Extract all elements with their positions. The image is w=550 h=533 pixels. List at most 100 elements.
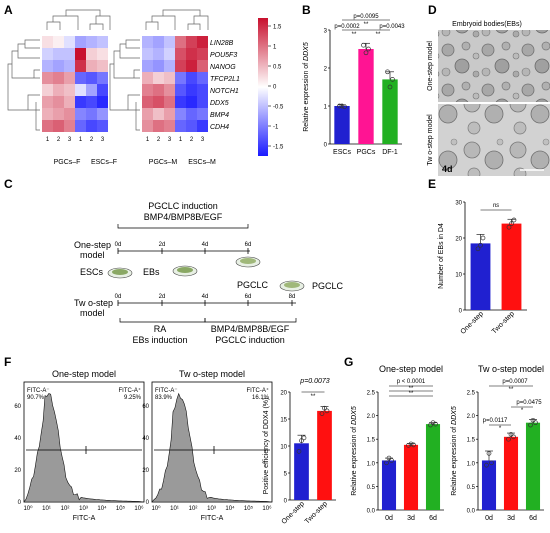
flow-x-tick: 10¹ [170,506,179,512]
x-tick-label: One-step [460,310,485,335]
p-value: p=0.0117 [483,418,508,424]
day-label: 4d [202,294,209,300]
heatmap-cell [175,108,186,120]
panel-d-model1: One-step model [427,41,434,91]
data-point [386,455,392,461]
bar [382,79,398,144]
gate-left-label: FITC-A⁻ [27,388,50,394]
y-tick-label: 10 [455,273,462,279]
gate-left-value: 83.9% [155,395,173,401]
heatmap-cell [42,84,53,96]
chart-b: 0 1 2 3 ESCs PGCs DF-1 Relative expression of D… [303,14,405,156]
flow-x-tick: 10⁰ [23,505,33,512]
top-factors: BMP4/BMP8B/EGF [144,212,223,222]
ebs-label: EBs [143,267,160,277]
colorbar-tick-label: 1 [273,45,277,51]
heatmap-cell [142,84,153,96]
heatmap-cell [197,108,208,120]
gate-right-label: FITC-A⁺ [247,387,270,394]
data-point [486,451,492,456]
bar [317,410,332,500]
panel-letter-f: F [4,355,11,369]
heatmap-cell [164,72,175,84]
y-tick-label: 0 [324,143,328,149]
data-point [489,460,494,466]
heatmap-cell [53,84,64,96]
colorbar-tick-label: -1.5 [273,145,284,151]
gene-label: NANOG [210,64,236,71]
heatmap-cell [142,120,153,132]
flow-y-tick: 0 [18,500,22,506]
y-axis-label: Positive efficiency of DDX4 (%) [263,398,270,495]
heatmap-cell [86,72,97,84]
y-axis-label-gene: DDX5 [451,406,458,425]
ebs-induction: EBs induction [132,335,187,345]
y-tick-label: 1.5 [367,438,376,444]
heatmap-cell [53,60,64,72]
heatmap-cell [153,120,164,132]
gene-label: CDH4 [210,124,229,131]
flow-x-tick: 10² [61,506,70,512]
heatmap-cell [97,120,108,132]
gene-label: BMP4 [210,112,229,119]
heatmap-cell [75,48,86,60]
flow-y-tick: 0 [146,500,150,506]
x-tick-label: 6d [429,515,437,522]
heatmap-cell [153,72,164,84]
flow-histogram-one-step: One-step model FITC-A⁻90.7% FITC-A⁺9.25% 0 2… [14,369,145,522]
flow-x-label: FITC-A [73,515,96,522]
y-tick-label: 1 [324,105,328,111]
gate-right-value: 9.25% [124,395,142,401]
colorbar-tick-label: 0.5 [273,65,282,71]
sig-stars: ** [509,387,514,393]
day-label: 6d [245,294,252,300]
p-value: p=0.0002 [334,24,360,30]
day-label: 8d [289,294,296,300]
heatmap-cell [186,96,197,108]
heatmap-cell [64,108,75,120]
sig-stars: ** [409,386,414,392]
heatmap-cell [97,48,108,60]
heatmap-col-label: 1 [146,137,150,143]
heatmap-left-group-1: PGCs–F [54,159,81,166]
flow-x-tick: 10⁴ [97,505,107,512]
flow-x-tick: 10³ [79,506,88,512]
y-tick-label: 3 [324,29,328,35]
flow-x-tick: 10⁶ [134,505,144,512]
panel-letter-a: A [4,3,13,17]
data-point [511,217,517,223]
panel-d-model2: Tw o-step model [427,114,434,166]
y-tick-label: 20 [280,391,287,397]
heatmap-col-label: 3 [101,137,105,143]
heatmap-col-label: 1 [79,137,83,143]
model2-label: Tw o-step [74,298,113,308]
heatmap-cell [175,36,186,48]
flow-y-tick: 20 [142,468,149,474]
flow-x-label: FITC-A [201,515,224,522]
flow-x-tick: 10⁶ [262,505,272,512]
panel-letter-d: D [428,3,437,17]
chart-g-left: 0.0 0.5 1.0 1.5 2.0 2.5 0d 3d 6d Relative express… [351,364,444,522]
heatmap-cell [75,108,86,120]
flow-title: Tw o-step model [179,369,245,379]
y-tick-label: 0.0 [367,509,376,515]
heatmap-col-label: 2 [190,137,194,143]
gene-label: TFCP2L1 [210,76,240,83]
y-tick-label: 5 [284,472,288,478]
sig-stars: ** [311,394,316,400]
day-label: 2d [159,242,166,248]
y-tick-label: 0 [284,499,288,505]
heatmap-cell [197,72,208,84]
heatmap-cell [53,108,64,120]
data-point [408,441,414,447]
y-tick-label: 10 [280,445,287,451]
flow-x-tick: 10⁴ [225,505,235,512]
heatmap-right-column-labels: 1 2 3 1 2 3 [146,137,205,143]
heatmap-right [142,36,208,132]
heatmap-cell [153,60,164,72]
x-tick-label: PGCs [357,149,376,156]
heatmap-cell [86,60,97,72]
data-point [506,436,511,442]
